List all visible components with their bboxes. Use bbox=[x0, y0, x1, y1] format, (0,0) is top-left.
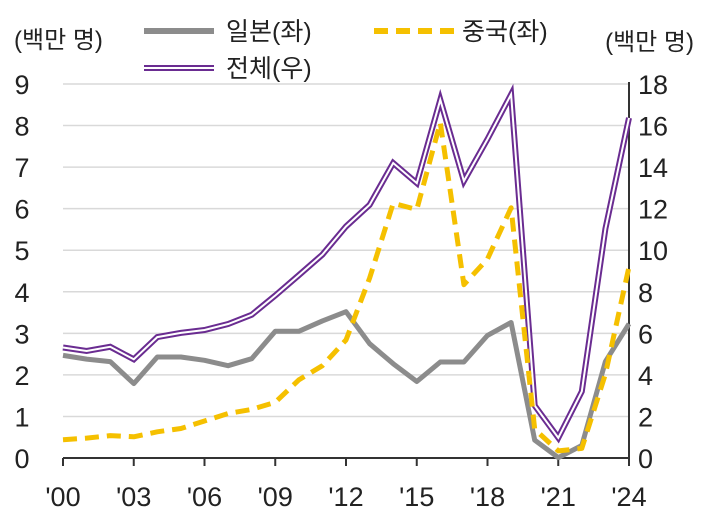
right-tick-label: 4 bbox=[638, 361, 653, 391]
right-tick-label: 6 bbox=[638, 319, 653, 349]
left-tick-label: 5 bbox=[14, 236, 29, 266]
x-axis-ticks: '00 '03 '06 '09 '12 '15 '18 '21 '24 bbox=[45, 458, 647, 512]
right-tick-label: 10 bbox=[638, 236, 668, 266]
legend-label-total: 전체(우) bbox=[226, 55, 312, 83]
right-tick-label: 8 bbox=[638, 278, 653, 308]
x-tick-label: '18 bbox=[470, 482, 505, 512]
right-tick-label: 0 bbox=[638, 444, 653, 474]
left-tick-label: 4 bbox=[14, 278, 29, 308]
series-line-total-outer bbox=[62, 83, 632, 444]
right-tick-label: 12 bbox=[638, 195, 668, 225]
x-tick-label: '21 bbox=[541, 482, 576, 512]
left-tick-label: 6 bbox=[14, 195, 29, 225]
series-line-japan bbox=[62, 309, 632, 461]
series-중국(좌) bbox=[62, 120, 632, 454]
series-lines bbox=[62, 83, 632, 461]
right-tick-label: 18 bbox=[638, 70, 668, 100]
axes bbox=[63, 82, 630, 459]
series-전체(우) bbox=[62, 83, 632, 444]
right-axis-unit: (백만 명) bbox=[605, 29, 694, 56]
x-tick-label: '06 bbox=[187, 482, 222, 512]
x-tick-label: '03 bbox=[116, 482, 151, 512]
left-axis-unit: (백만 명) bbox=[14, 27, 103, 54]
series-일본(좌) bbox=[62, 309, 632, 461]
legend-label-japan: 일본(좌) bbox=[226, 18, 312, 46]
x-tick-label: '24 bbox=[611, 482, 646, 512]
left-tick-label: 2 bbox=[14, 361, 29, 391]
right-tick-label: 16 bbox=[638, 112, 668, 142]
legend-label-china: 중국(좌) bbox=[462, 18, 548, 46]
left-tick-label: 8 bbox=[14, 112, 29, 142]
right-tick-label: 2 bbox=[638, 402, 653, 432]
left-tick-label: 7 bbox=[14, 153, 29, 183]
left-axis-ticks: 0 1 2 3 4 5 6 7 8 9 bbox=[14, 70, 29, 474]
series-line-china bbox=[62, 120, 632, 454]
left-tick-label: 0 bbox=[14, 444, 29, 474]
x-tick-label: '12 bbox=[328, 482, 363, 512]
series-line-total-inner bbox=[62, 90, 630, 440]
left-tick-label: 1 bbox=[14, 402, 29, 432]
x-tick-label: '00 bbox=[45, 482, 80, 512]
left-tick-label: 9 bbox=[14, 70, 29, 100]
x-tick-label: '15 bbox=[399, 482, 434, 512]
x-tick-label: '09 bbox=[258, 482, 293, 512]
right-tick-label: 14 bbox=[638, 153, 668, 183]
left-tick-label: 3 bbox=[14, 319, 29, 349]
right-axis-ticks: 0 2 4 6 8 10 12 14 16 18 bbox=[638, 70, 668, 474]
legend: 일본(좌) 중국(좌) 전체(우) bbox=[144, 18, 548, 83]
